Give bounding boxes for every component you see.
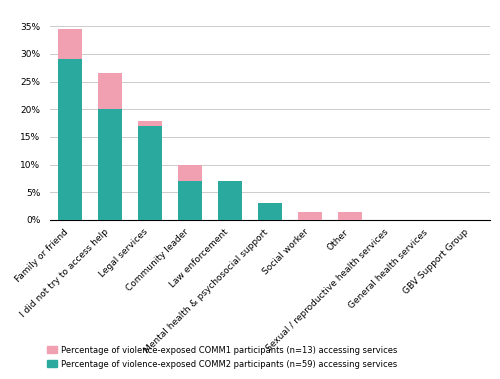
Bar — [298, 211, 322, 220]
Bar — [98, 73, 122, 109]
Bar — [58, 29, 82, 60]
Bar — [138, 121, 162, 126]
Bar — [178, 181, 202, 220]
Bar — [138, 126, 162, 220]
Bar — [58, 60, 82, 220]
Bar — [338, 211, 362, 220]
Bar — [258, 203, 282, 220]
Bar — [98, 109, 122, 220]
Legend: Percentage of violence-exposed COMM1 participants (n=13) accessing services, Per: Percentage of violence-exposed COMM1 par… — [44, 343, 400, 371]
Bar — [218, 181, 242, 220]
Bar — [178, 164, 202, 181]
